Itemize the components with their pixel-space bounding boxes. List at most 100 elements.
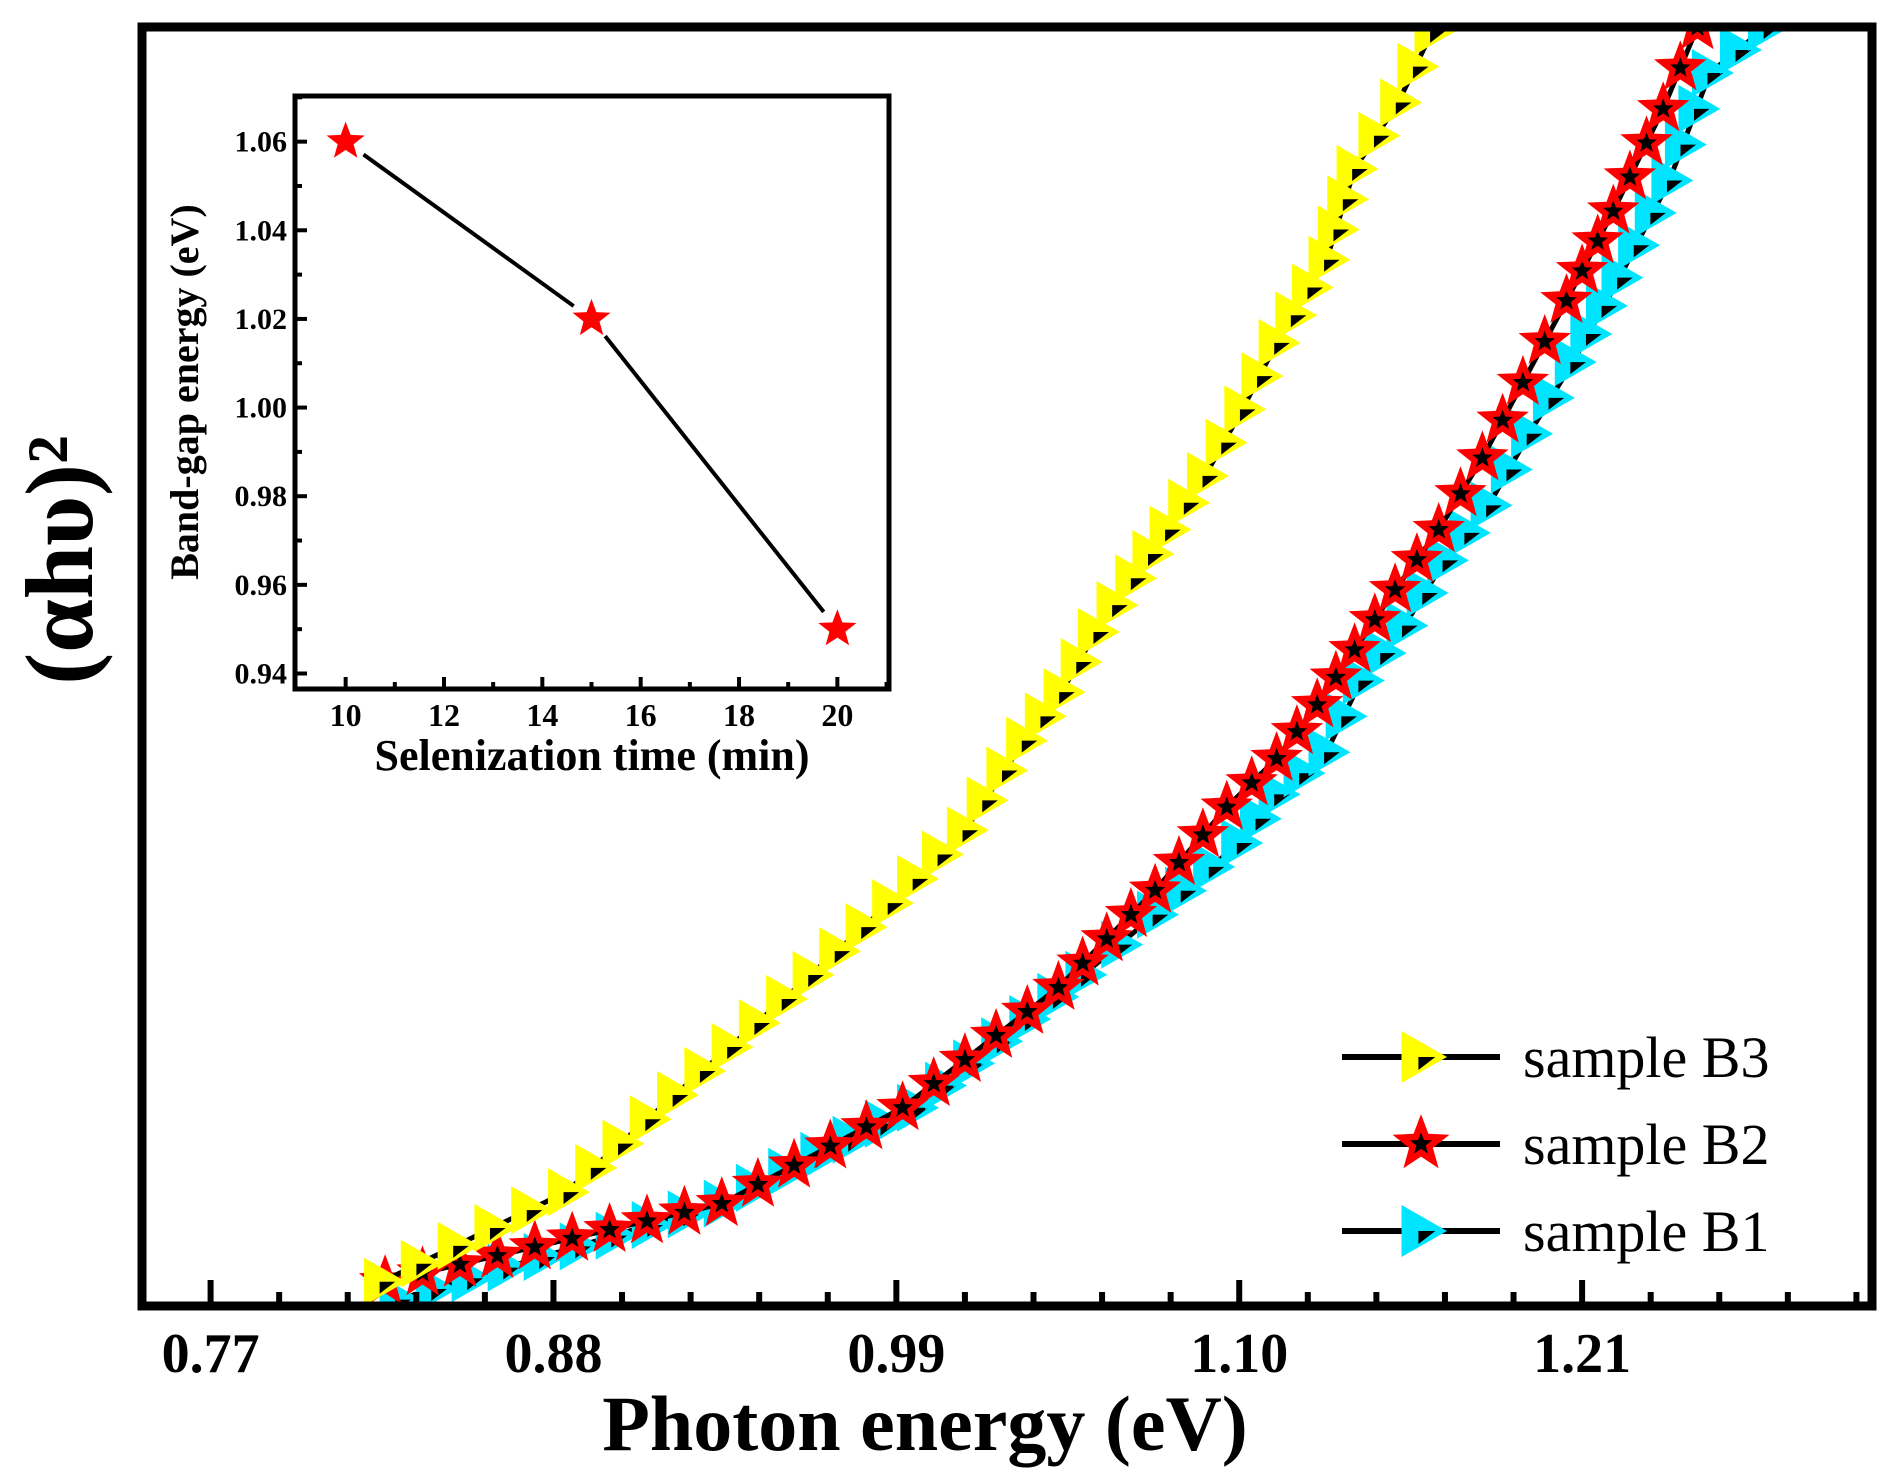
- data-point-center: [1192, 824, 1214, 844]
- data-point-center: [674, 1201, 695, 1222]
- data-point: [1554, 338, 1597, 387]
- data-point-center: [1165, 529, 1181, 542]
- data-point-center: [783, 1154, 805, 1174]
- data-point-center: [1286, 720, 1308, 741]
- data-point: [1168, 478, 1211, 527]
- data-point: [508, 1219, 561, 1270]
- main-plot: [358, 27, 1791, 1306]
- data-point-center: [1430, 30, 1446, 43]
- data-point-center: [1017, 1000, 1038, 1021]
- data-point: [1651, 156, 1694, 205]
- inset-y-tick-label: 0.98: [235, 480, 288, 513]
- data-point-center: [1266, 747, 1287, 768]
- data-point: [1397, 42, 1440, 91]
- data-point: [986, 746, 1029, 795]
- data-point-center: [636, 1210, 658, 1230]
- data-point-center: [747, 1173, 769, 1194]
- data-point-center: [887, 903, 904, 916]
- data-point: [1128, 862, 1182, 913]
- data-point: [966, 776, 1009, 825]
- data-point-center: [1680, 144, 1697, 157]
- data-point-center: [982, 800, 998, 813]
- data-point-center: [1076, 662, 1092, 675]
- data-point-center: [1202, 475, 1219, 488]
- data-point: [1348, 592, 1402, 643]
- data-point: [1328, 622, 1381, 673]
- data-point: [1555, 243, 1609, 294]
- data-point: [1448, 508, 1491, 557]
- data-point: [629, 1095, 672, 1144]
- data-point: [1496, 355, 1550, 405]
- data-point-center: [1183, 502, 1200, 515]
- data-point-center: [962, 830, 979, 843]
- data-point: [1380, 78, 1423, 127]
- data-point-center: [1002, 770, 1018, 783]
- data-point-center: [416, 1263, 432, 1276]
- data-point-center: [1406, 548, 1428, 569]
- inset-x-tick-label: 12: [428, 697, 460, 733]
- data-point: [1368, 562, 1422, 613]
- data-point: [1056, 935, 1109, 986]
- inset-y-tick-label: 1.06: [235, 126, 288, 159]
- data-point-center: [1601, 305, 1618, 318]
- data-point: [1601, 253, 1644, 302]
- data-point-center: [1556, 289, 1577, 310]
- data-point: [1152, 835, 1206, 885]
- legend-marker: [1401, 1205, 1447, 1257]
- data-point-center: [1120, 903, 1142, 924]
- data-point-center: [1152, 914, 1169, 927]
- data-point-center: [1333, 229, 1350, 242]
- data-point: [1043, 668, 1086, 717]
- data-point: [840, 1099, 893, 1150]
- data-point-center: [379, 1281, 396, 1294]
- data-point-center: [1650, 212, 1666, 225]
- data-point-center: [1274, 794, 1290, 807]
- data-point: [1309, 649, 1363, 700]
- data-point-center: [1707, 73, 1724, 86]
- data-point-center: [1325, 666, 1347, 687]
- data-point-center: [1180, 890, 1197, 903]
- data-point-center: [937, 854, 954, 867]
- data-point: [1176, 807, 1230, 858]
- data-point-center: [1380, 653, 1396, 666]
- inset-y-tick-label: 0.96: [235, 569, 288, 602]
- inset-y-tick-label: 1.04: [235, 214, 288, 247]
- series-sample-b2: [358, 27, 1714, 1304]
- data-point-center: [1021, 740, 1038, 753]
- legend-item: sample B1: [1342, 1199, 1769, 1264]
- data-point: [1511, 409, 1554, 458]
- data-point-center: [1144, 879, 1166, 900]
- data-point: [819, 927, 862, 976]
- inset-frame: [292, 93, 892, 692]
- data-point: [474, 1203, 517, 1252]
- data-point-center: [563, 1192, 580, 1205]
- y-axis-title: (αhυ)²: [6, 435, 113, 685]
- data-point-center: [1512, 371, 1534, 392]
- data-point: [897, 854, 940, 903]
- data-point-center: [1428, 518, 1449, 539]
- data-point: [1470, 481, 1513, 530]
- data-point-center: [1526, 433, 1543, 446]
- data-point-center: [912, 878, 929, 891]
- data-point: [433, 1236, 487, 1287]
- data-point-center: [1373, 135, 1390, 148]
- data-point-center: [1299, 773, 1315, 786]
- legend-marker-center: [1418, 1057, 1436, 1070]
- data-point: [1540, 273, 1593, 323]
- data-point-center: [1352, 168, 1368, 181]
- data-point: [1032, 959, 1085, 1010]
- data-point-center: [1422, 592, 1438, 605]
- legend-label: sample B2: [1523, 1112, 1769, 1177]
- data-point: [1291, 263, 1334, 312]
- data-point-center: [1395, 102, 1412, 115]
- data-point: [1258, 770, 1301, 819]
- data-point-center: [1694, 108, 1710, 121]
- data-point-center: [561, 1227, 583, 1248]
- data-point: [1186, 451, 1229, 500]
- data-point-center: [754, 1023, 771, 1036]
- legend-marker: [1392, 1114, 1450, 1169]
- data-point-center: [1168, 851, 1190, 872]
- data-point-shape: [1618, 221, 1661, 270]
- data-point: [437, 1221, 480, 1270]
